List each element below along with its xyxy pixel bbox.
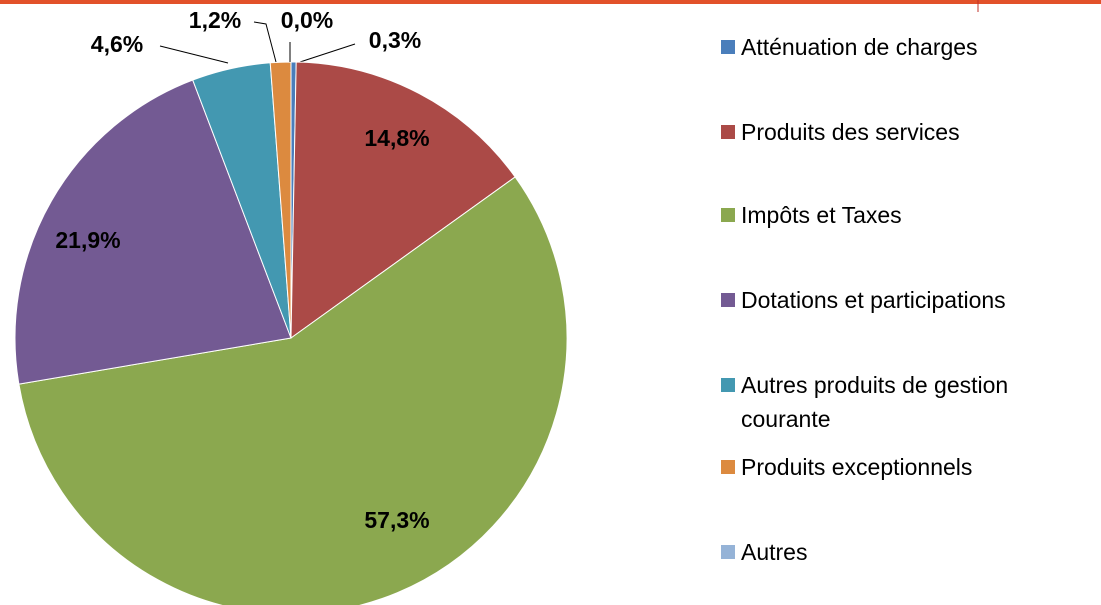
data-label: 1,2% bbox=[189, 7, 241, 33]
legend-item: Autres produits de gestion courante bbox=[721, 368, 1081, 436]
legend-label: Autres bbox=[741, 539, 808, 565]
legend-item: Produits exceptionnels bbox=[721, 450, 1081, 484]
legend-swatch bbox=[721, 460, 735, 474]
data-label: 0,0% bbox=[281, 7, 333, 33]
legend-swatch bbox=[721, 125, 735, 139]
legend-swatch bbox=[721, 378, 735, 392]
data-label: 21,9% bbox=[55, 227, 120, 253]
pie-slice bbox=[290, 61, 516, 339]
legend-swatch bbox=[721, 545, 735, 559]
legend-label: Impôts et Taxes bbox=[741, 202, 902, 228]
legend-label: Atténuation de charges bbox=[741, 34, 978, 60]
leader-line bbox=[159, 45, 229, 64]
pie-slice bbox=[18, 176, 568, 605]
leader-line bbox=[253, 21, 277, 63]
legend-item: Produits des services bbox=[721, 115, 1081, 149]
pie-slice bbox=[14, 79, 292, 385]
legend-swatch bbox=[721, 293, 735, 307]
legend-label: Autres produits de gestion courante bbox=[741, 372, 1009, 432]
legend-swatch bbox=[721, 208, 735, 222]
legend-item: Impôts et Taxes bbox=[721, 198, 1081, 232]
legend-label: Dotations et participations bbox=[741, 287, 1006, 313]
data-label: 0,3% bbox=[369, 27, 421, 53]
legend-swatch bbox=[721, 40, 735, 54]
legend-item: Dotations et participations bbox=[721, 283, 1081, 317]
data-label: 14,8% bbox=[364, 125, 429, 151]
legend-item: Autres bbox=[721, 535, 1081, 569]
data-label: 4,6% bbox=[91, 31, 143, 57]
legend-label: Produits des services bbox=[741, 119, 960, 145]
legend-item: Atténuation de charges bbox=[721, 30, 1081, 64]
pie: 0,3% 14,8% 57,3% 21,9% 4,6% 1,2% 0,0% bbox=[14, 7, 568, 605]
data-label: 57,3% bbox=[364, 507, 429, 533]
leader-line bbox=[299, 43, 356, 63]
legend-label: Produits exceptionnels bbox=[741, 454, 973, 480]
